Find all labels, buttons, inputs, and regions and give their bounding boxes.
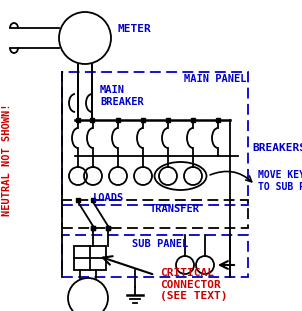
Bar (74, 246, 106, 270)
Text: LOADS: LOADS (92, 193, 124, 203)
Text: SUB PANEL: SUB PANEL (132, 239, 188, 249)
Text: TRANSFER: TRANSFER (150, 204, 200, 214)
Text: NEUTRAL NOT SHOWN!: NEUTRAL NOT SHOWN! (2, 104, 12, 216)
Text: MOVE KEY LOADS
TO SUB PANEL: MOVE KEY LOADS TO SUB PANEL (258, 170, 302, 192)
Bar (62, 235, 248, 277)
Text: BREAKERS: BREAKERS (252, 143, 302, 153)
Text: METER: METER (117, 24, 151, 34)
Bar (62, 72, 248, 205)
Text: MAIN
BREAKER: MAIN BREAKER (100, 85, 144, 107)
Bar (62, 200, 248, 228)
Text: CRITICAL
CONNECTOR
(SEE TEXT): CRITICAL CONNECTOR (SEE TEXT) (160, 268, 227, 301)
Text: MAIN PANEL: MAIN PANEL (184, 74, 246, 84)
